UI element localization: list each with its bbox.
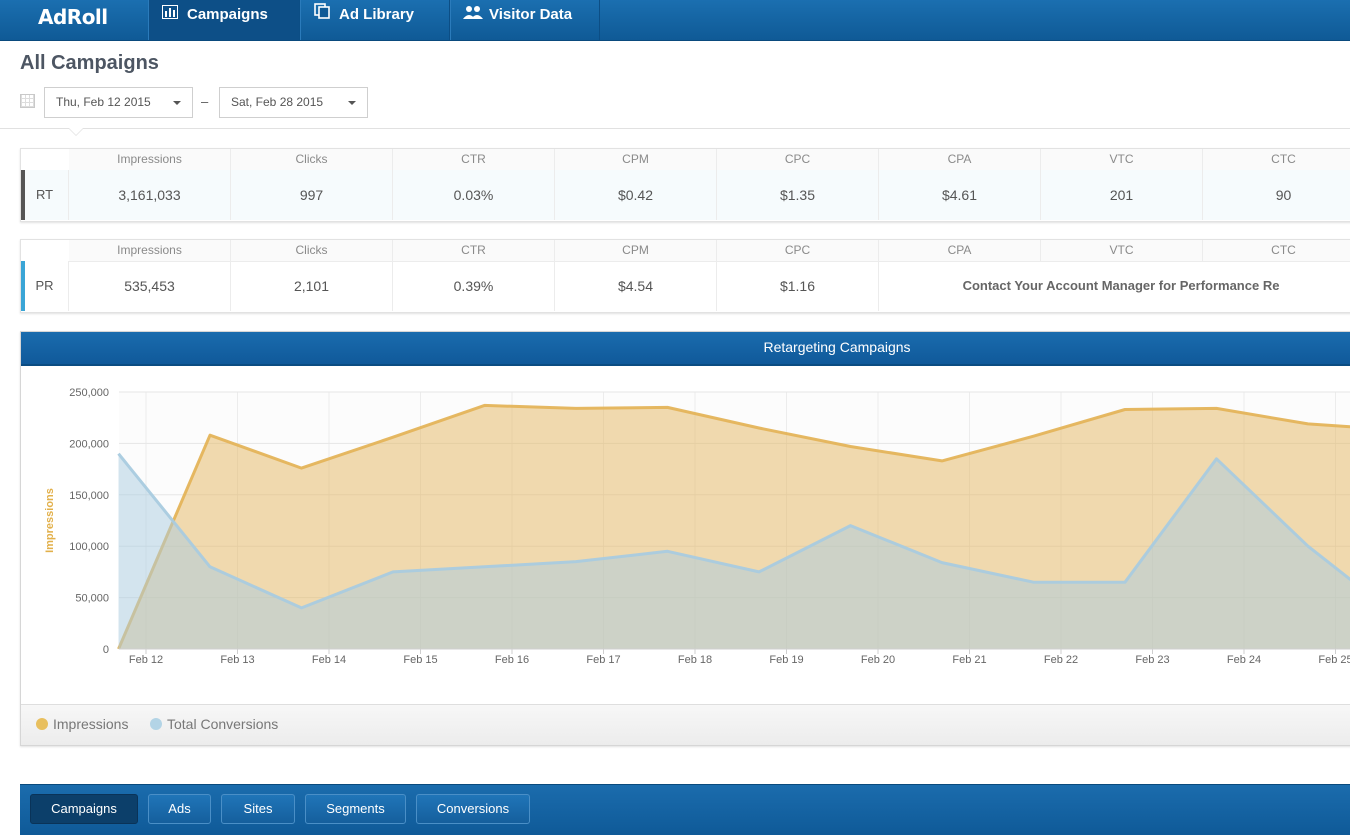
rt-impressions: 3,161,033: [69, 170, 231, 220]
bottom-tab-conversions[interactable]: Conversions: [416, 794, 530, 824]
y-tick-label: 100,000: [69, 541, 109, 553]
col-header-vtc: VTC: [1041, 240, 1203, 261]
top-nav-bar: AdRoll Campaigns Ad Library Visitor Data: [0, 0, 1350, 41]
col-header-clicks: Clicks: [231, 240, 393, 261]
x-tick-label: Feb 24: [1227, 654, 1261, 666]
retargeting-chart-panel: Retargeting Campaigns 0 50,000 100,000 150,…: [20, 331, 1350, 746]
legend-swatch-impressions: [36, 718, 48, 730]
pr-row-label: PR: [21, 261, 69, 311]
rt-cpc: $1.35: [717, 170, 879, 220]
y-tick-label: 0: [103, 644, 109, 656]
contact-account-manager-message: Contact Your Account Manager for Perform…: [881, 261, 1350, 311]
impressions-area-chart: 0 50,000 100,000 150,000 200,000 250,000 Impre…: [21, 366, 1350, 704]
pr-ctr: 0.39%: [393, 261, 555, 311]
col-header-cpc: CPC: [717, 149, 879, 170]
rt-vtc: 201: [1041, 170, 1203, 220]
rt-clicks: 997: [231, 170, 393, 220]
x-tick-label: Feb 12: [129, 654, 163, 666]
nav-tab-label: Campaigns: [187, 6, 268, 23]
start-date-select[interactable]: Thu, Feb 12 2015: [44, 87, 193, 118]
chart-header: Retargeting Campaigns: [21, 332, 1350, 366]
col-header-cpc: CPC: [717, 240, 879, 261]
nav-tab-label: Visitor Data: [489, 6, 572, 23]
chevron-down-icon: [173, 101, 181, 105]
rt-stats-table: RT Impressions Clicks CTR CPM CPC CPA VT…: [20, 148, 1350, 222]
bottom-tab-campaigns[interactable]: Campaigns: [30, 794, 138, 824]
x-tick-label: Feb 16: [495, 654, 529, 666]
col-header-ctr: CTR: [393, 240, 555, 261]
col-header-cpm: CPM: [555, 240, 717, 261]
col-header-ctc: CTC: [1203, 240, 1350, 261]
page-title: All Campaigns: [20, 52, 159, 75]
rt-accent-bar: [21, 170, 25, 220]
header-divider: [0, 128, 1350, 129]
copy-icon: [313, 0, 331, 30]
rt-ctc: 90: [1203, 170, 1350, 220]
nav-tab-campaigns[interactable]: Campaigns: [148, 0, 300, 40]
rt-row-label: RT: [21, 170, 69, 220]
x-tick-label: Feb 13: [220, 654, 254, 666]
legend-item-impressions[interactable]: Impressions: [36, 716, 128, 732]
x-tick-label: Feb 19: [769, 654, 803, 666]
bottom-tab-ads[interactable]: Ads: [148, 794, 211, 824]
adroll-logo[interactable]: AdRoll: [38, 5, 108, 29]
bottom-tab-segments[interactable]: Segments: [305, 794, 406, 824]
y-tick-label: 200,000: [69, 438, 109, 450]
x-tick-label: Feb 23: [1135, 654, 1169, 666]
chart-title: Retargeting Campaigns: [21, 332, 1350, 363]
col-header-cpm: CPM: [555, 149, 717, 170]
nav-tab-label: Ad Library: [339, 6, 414, 23]
legend-label: Impressions: [53, 716, 128, 732]
rt-cpm: $0.42: [555, 170, 717, 220]
legend-swatch-total-conversions: [150, 718, 162, 730]
bottom-tab-sites[interactable]: Sites: [221, 794, 295, 824]
col-header-cpa: CPA: [879, 149, 1041, 170]
end-date-value: Sat, Feb 28 2015: [231, 95, 323, 109]
x-tick-label: Feb 14: [312, 654, 346, 666]
x-tick-label: Feb 17: [586, 654, 620, 666]
legend-item-total-conversions[interactable]: Total Conversions: [150, 716, 278, 732]
x-tick-label: Feb 18: [678, 654, 712, 666]
col-header-cpa: CPA: [879, 240, 1041, 261]
nav-tab-ad-library[interactable]: Ad Library: [300, 0, 450, 40]
y-axis-title: Impressions: [44, 488, 56, 553]
pr-cpm: $4.54: [555, 261, 717, 311]
chart-legend: Impressions Total Conversions: [21, 704, 1350, 746]
pr-clicks: 2,101: [231, 261, 393, 311]
y-tick-label: 50,000: [75, 593, 109, 605]
x-tick-label: Feb 15: [403, 654, 437, 666]
x-tick-label: Feb 21: [952, 654, 986, 666]
pr-stats-table: PR Impressions Clicks CTR CPM CPC CPA VT…: [20, 239, 1350, 313]
legend-label: Total Conversions: [167, 716, 278, 732]
y-tick-label: 250,000: [69, 387, 109, 399]
y-tick-label: 150,000: [69, 490, 109, 502]
rt-ctr: 0.03%: [393, 170, 555, 220]
col-header-vtc: VTC: [1041, 149, 1203, 170]
users-icon: [463, 0, 481, 30]
calendar-icon: [20, 94, 35, 108]
end-date-select[interactable]: Sat, Feb 28 2015: [219, 87, 368, 118]
col-header-ctc: CTC: [1203, 149, 1350, 170]
date-range-separator: –: [201, 94, 208, 109]
bottom-tab-bar: Campaigns Ads Sites Segments Conversions: [20, 784, 1350, 835]
bar-chart-icon: [161, 0, 179, 30]
pr-accent-bar: [21, 261, 25, 311]
x-tick-label: Feb 22: [1044, 654, 1078, 666]
header-pointer-inner: [69, 128, 83, 135]
pr-impressions: 535,453: [69, 261, 231, 311]
col-header-clicks: Clicks: [231, 149, 393, 170]
rt-cpa: $4.61: [879, 170, 1041, 220]
pr-cpc: $1.16: [717, 261, 879, 311]
start-date-value: Thu, Feb 12 2015: [56, 95, 151, 109]
x-tick-label: Feb 25: [1318, 654, 1350, 666]
nav-tab-visitor-data[interactable]: Visitor Data: [450, 0, 600, 40]
x-tick-label: Feb 20: [861, 654, 895, 666]
col-header-impressions: Impressions: [69, 149, 231, 170]
col-header-impressions: Impressions: [69, 240, 231, 261]
col-header-ctr: CTR: [393, 149, 555, 170]
chevron-down-icon: [348, 101, 356, 105]
